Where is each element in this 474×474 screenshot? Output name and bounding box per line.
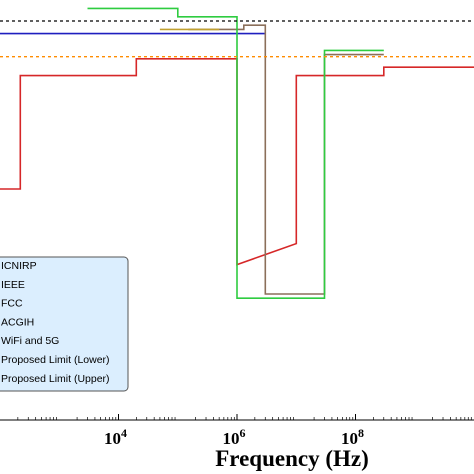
- legend: ICNIRP IEEE FCC ACGIH WiFi and 5G Proposed Li…: [0, 256, 129, 392]
- legend-entry-1: IEEE: [1, 279, 25, 291]
- x-axis-label: Frequency (Hz): [215, 446, 369, 471]
- x-tick-label-1: 106: [223, 426, 246, 448]
- legend-entry-4: WiFi and 5G: [1, 335, 59, 347]
- legend-entry-2: FCC: [1, 298, 23, 310]
- legend-entry-3: ACGIH: [1, 316, 34, 328]
- x-tick-exponent-0: 4: [121, 426, 127, 440]
- legend-entry-0: ICNIRP: [1, 260, 37, 272]
- x-tick-exponent-1: 6: [240, 426, 246, 440]
- series-layer: [0, 7, 474, 300]
- legend-entry-5: Proposed Limit (Lower): [1, 354, 110, 366]
- x-tick-exponent-2: 8: [358, 426, 364, 440]
- legend-entry-6: Proposed Limit (Upper): [1, 373, 110, 385]
- series-line-3: [87, 7, 384, 300]
- x-tick-label-2: 108: [341, 426, 364, 448]
- legend-box: [0, 256, 129, 392]
- x-tick-label-0: 104: [104, 426, 127, 448]
